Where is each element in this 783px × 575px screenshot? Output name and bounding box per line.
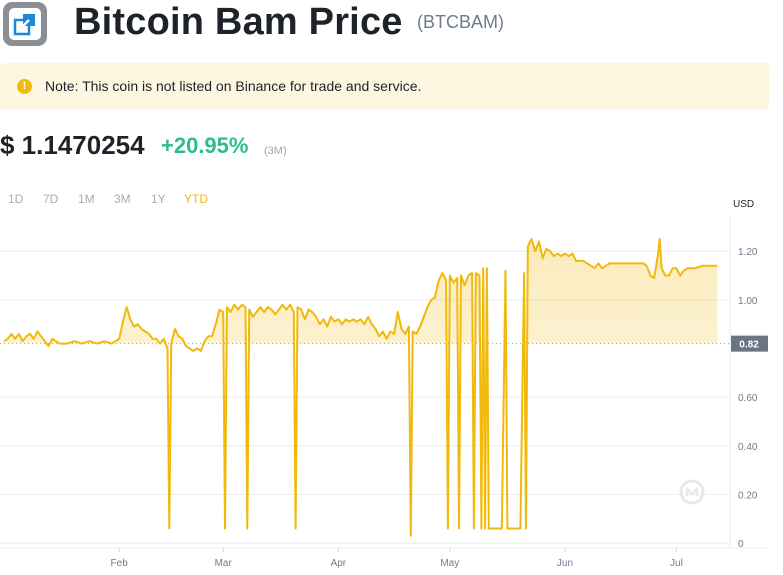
coin-logo [3,2,47,46]
watermark-icon [679,479,705,505]
x-tick-label: Apr [331,558,347,569]
page-title: Bitcoin Bam Price [74,1,403,43]
price-change: +20.95% [161,133,249,158]
change-period: (3M) [264,145,287,157]
price-line [3,238,718,537]
y-tick-label: 0.40 [738,442,758,453]
notice-text: Note: This coin is not listed on Binance… [45,78,422,94]
range-3m-button[interactable]: 3M [114,192,131,206]
x-tick-label: Jun [557,558,573,569]
range-7d-button[interactable]: 7D [43,192,59,206]
range-ytd-button[interactable]: YTD [184,192,208,206]
y-tick-label: 0.20 [738,490,758,501]
exclamation-circle-icon: ! [17,79,32,94]
range-1m-button[interactable]: 1M [78,192,95,206]
price-area-fill [4,239,718,344]
coin-ticker: (BTCBAM) [417,12,504,32]
y-tick-label: 1.00 [738,296,758,307]
currency-label: USD [733,199,754,210]
x-tick-label: Feb [111,558,129,569]
y-tick-label: 0.60 [738,393,758,404]
current-price: $ 1.1470254 [0,130,145,160]
x-tick-label: Jul [670,558,683,569]
range-1y-button[interactable]: 1Y [151,192,166,206]
range-1d-button[interactable]: 1D [8,192,24,206]
x-tick-label: Mar [215,558,233,569]
coin-logo-icon [13,14,35,36]
y-tick-label: 0 [738,539,744,550]
y-tick-label: 1.20 [738,247,758,258]
reference-label: 0.82 [739,340,759,351]
reference-badge [731,335,768,352]
notice-banner: ! Note: This coin is not listed on Binan… [0,63,769,110]
x-tick-label: May [440,558,459,569]
